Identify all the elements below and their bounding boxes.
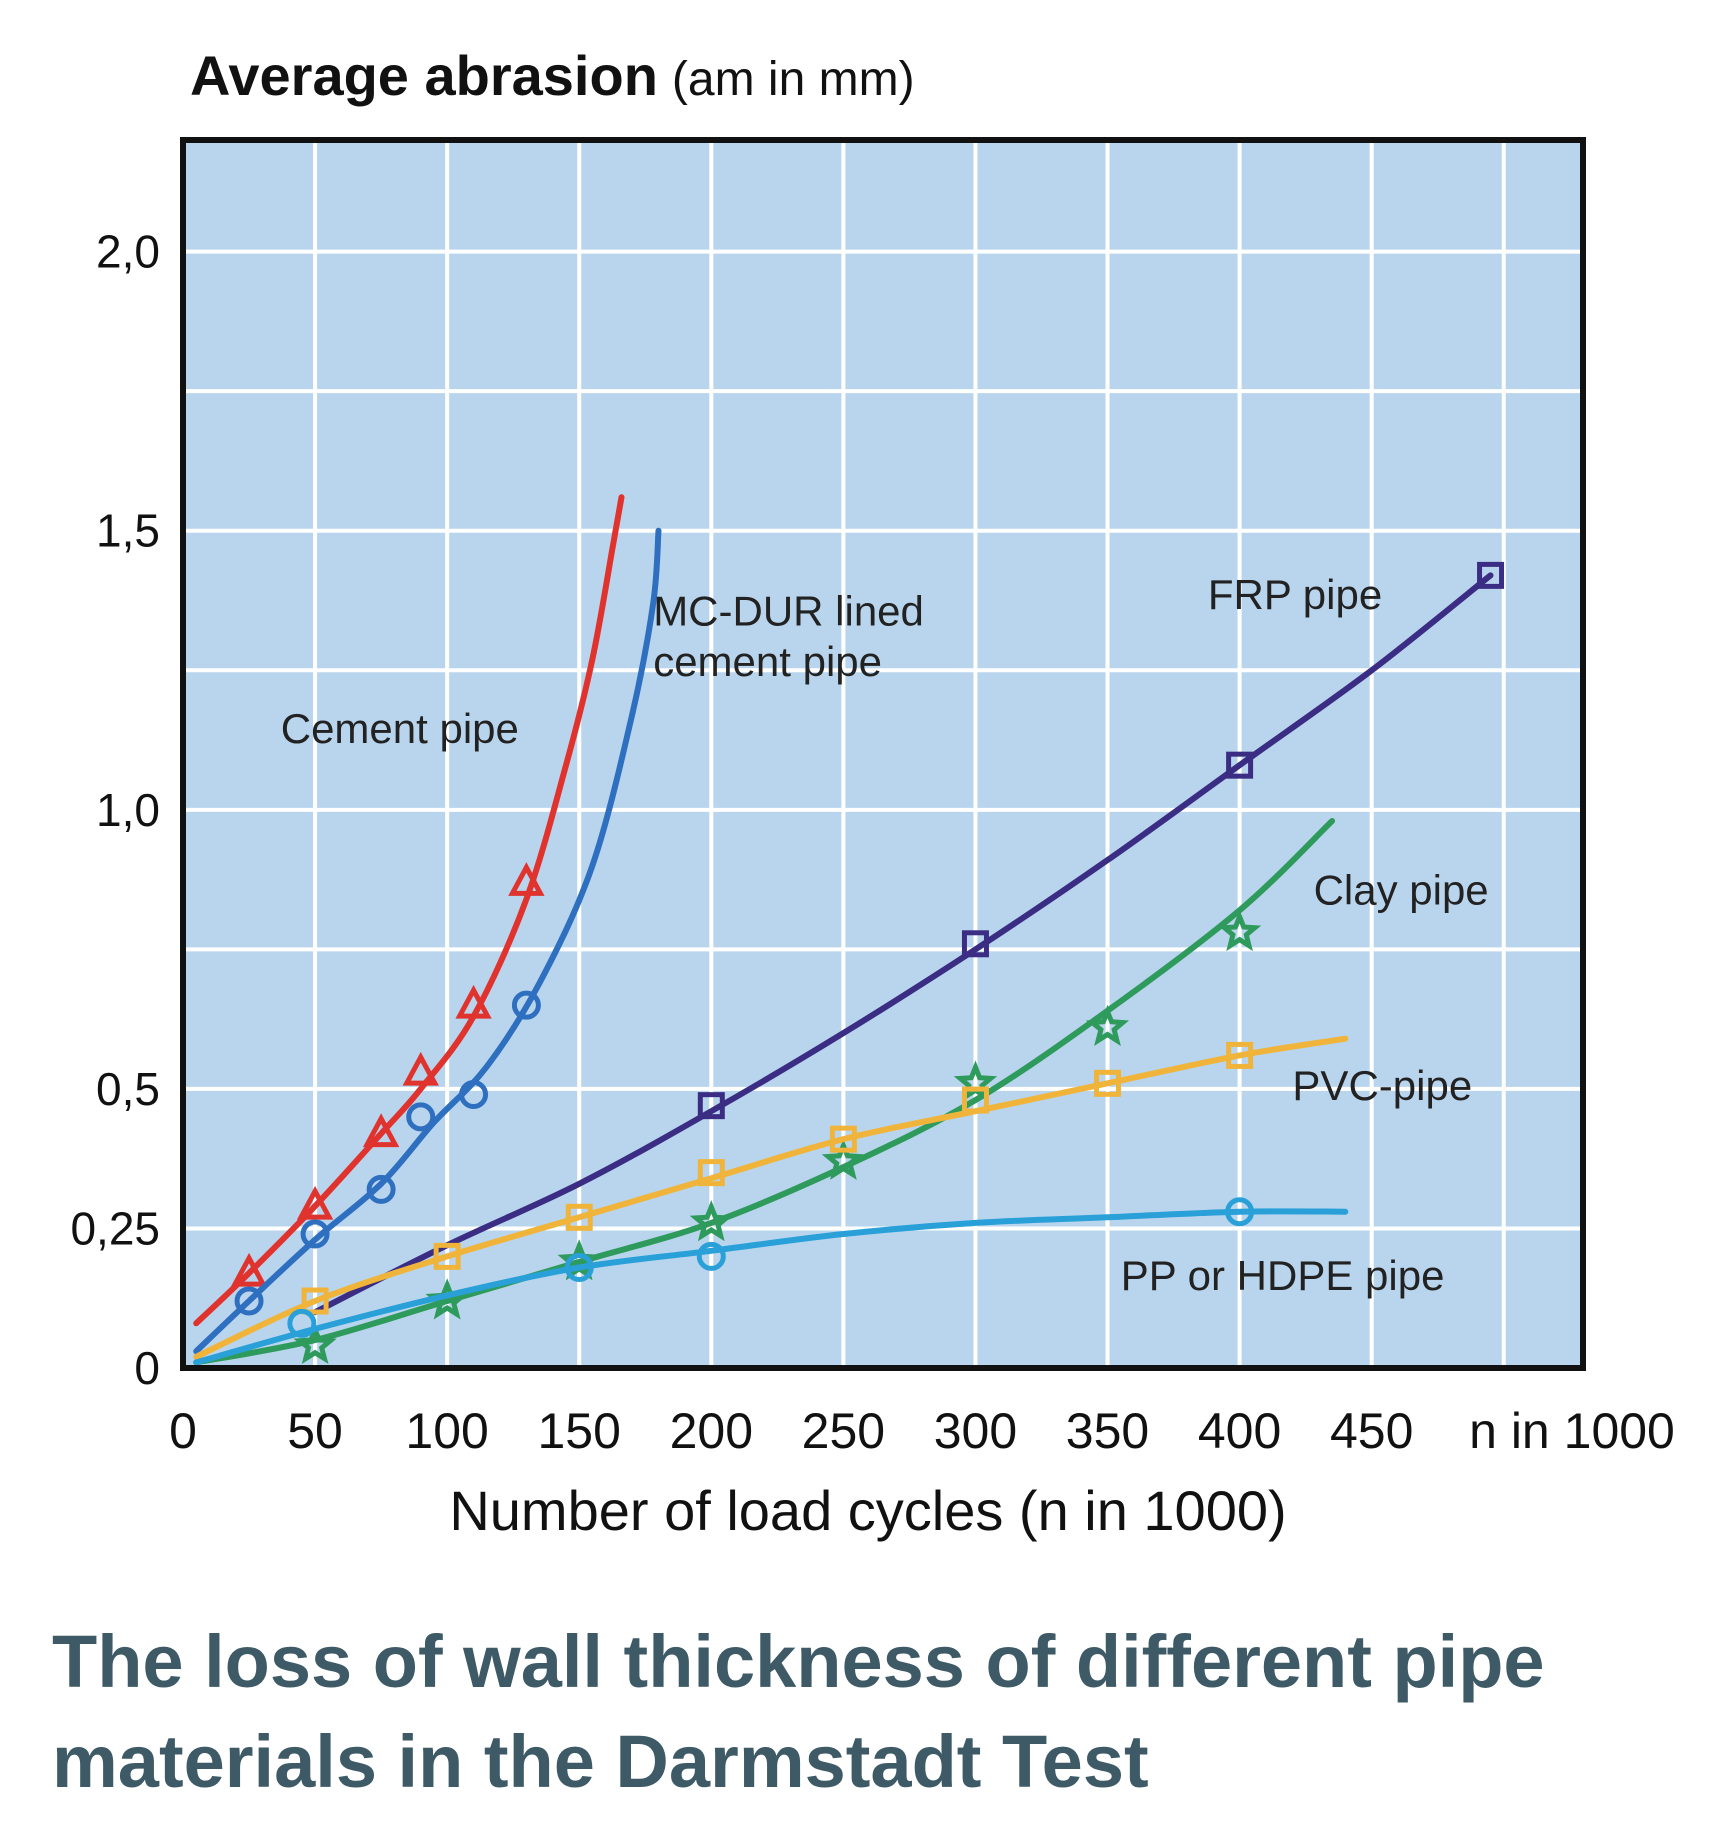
data-point — [1226, 1041, 1254, 1069]
data-point — [459, 1079, 489, 1109]
x-tick-label: 100 — [405, 1403, 488, 1459]
plot-frame — [180, 137, 1586, 1371]
series-label: MC-DUR lined — [653, 588, 924, 635]
caption-line-1: The loss of wall thickness of different … — [52, 1620, 1545, 1703]
series-line — [193, 1208, 1349, 1366]
figure-caption: The loss of wall thickness of different … — [52, 1612, 1692, 1812]
data-point — [300, 1219, 330, 1249]
data-point — [1226, 751, 1254, 779]
data-point — [433, 1242, 461, 1270]
data-point — [293, 1322, 337, 1365]
data-point — [565, 1203, 593, 1231]
x-tick-label: 150 — [538, 1403, 621, 1459]
series-label: Clay pipe — [1314, 867, 1489, 914]
series-0 — [193, 494, 625, 1327]
data-point — [961, 1086, 989, 1114]
data-point — [821, 1138, 866, 1180]
data-point — [1085, 1004, 1130, 1047]
y-axis-ticks: 0 0,25 0,5 1,0 1,5 2,0 — [70, 226, 160, 1394]
caption-line-2: materials in the Darmstadt Test — [52, 1720, 1149, 1803]
x-tick-label: 50 — [287, 1403, 343, 1459]
data-point — [511, 990, 541, 1020]
data-point — [301, 1287, 329, 1315]
y-axis-title-unit: (am in mm) — [672, 53, 915, 106]
data-point — [230, 1252, 268, 1287]
x-tick-label: 450 — [1330, 1403, 1413, 1459]
x-tick-label: 400 — [1198, 1403, 1281, 1459]
data-point — [696, 1241, 726, 1271]
series-5 — [193, 1197, 1349, 1366]
x-axis-ticks: 0 50 100 150 200 250 300 350 400 450 — [169, 1403, 1413, 1459]
y-tick-label: 2,0 — [96, 226, 160, 278]
series-label: PP or HDPE pipe — [1121, 1252, 1445, 1299]
data-point — [296, 1185, 334, 1220]
x-axis-title: Number of load cycles (n in 1000) — [449, 1479, 1286, 1542]
series-line — [193, 527, 662, 1355]
data-point — [697, 1092, 725, 1120]
series-4 — [193, 1035, 1349, 1360]
series-line — [193, 1035, 1349, 1360]
series-1 — [193, 527, 662, 1355]
data-point — [1225, 1197, 1255, 1227]
data-point — [1217, 909, 1262, 952]
data-point — [829, 1125, 857, 1153]
data-point — [508, 862, 545, 896]
data-point — [961, 930, 989, 958]
data-point — [689, 1200, 733, 1242]
series-line — [193, 818, 1336, 1366]
plot-background — [183, 140, 1583, 1368]
y-tick-label: 0 — [134, 1342, 160, 1394]
data-point — [402, 1051, 439, 1086]
series-layer — [193, 494, 1505, 1366]
data-point — [362, 1113, 400, 1148]
x-tick-label: 250 — [802, 1403, 885, 1459]
series-2 — [312, 561, 1505, 1316]
y-tick-label: 1,0 — [96, 784, 160, 836]
x-tick-label: 300 — [934, 1403, 1017, 1459]
x-tick-label: 200 — [670, 1403, 753, 1459]
data-point — [697, 1159, 725, 1187]
data-point — [234, 1286, 264, 1316]
y-axis-title: Average abrasion (am in mm) — [190, 44, 915, 107]
data-point — [287, 1308, 317, 1338]
y-tick-label: 1,5 — [96, 505, 160, 557]
x-tick-label: 0 — [169, 1403, 197, 1459]
y-tick-label: 0,25 — [70, 1202, 160, 1254]
y-tick-label: 0,5 — [96, 1063, 160, 1115]
data-point — [406, 1102, 436, 1132]
series-label: Cement pipe — [281, 705, 519, 752]
data-point — [366, 1174, 396, 1204]
data-point — [1094, 1069, 1122, 1097]
data-point — [455, 984, 492, 1019]
series-label: cement pipe — [653, 638, 882, 685]
series-label: PVC-pipe — [1292, 1062, 1472, 1109]
abrasion-chart: Average abrasion (am in mm) Cement pipe MC… — [70, 44, 1675, 1542]
y-axis-title-main: Average abrasion — [190, 44, 658, 107]
series-label: FRP pipe — [1208, 571, 1382, 618]
series-line — [312, 572, 1494, 1316]
x-tick-label: 350 — [1066, 1403, 1149, 1459]
data-point — [564, 1253, 594, 1283]
x-axis-unit-label: n in 1000 — [1469, 1403, 1675, 1459]
data-point — [1477, 561, 1505, 589]
